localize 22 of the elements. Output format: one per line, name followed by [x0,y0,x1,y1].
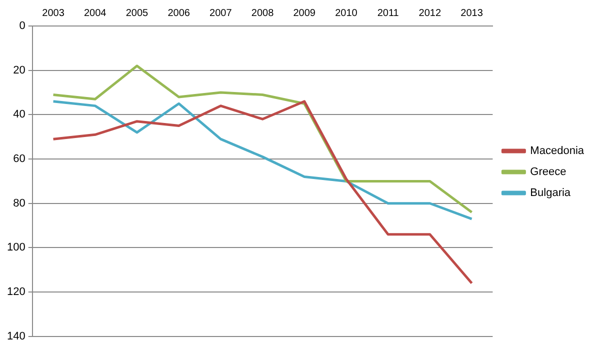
x-tick-label: 2008 [251,8,274,19]
x-tick-label: 2009 [293,8,316,19]
y-tick-label: 100 [6,242,26,254]
y-tick-label: 140 [6,330,26,342]
x-tick-label: 2013 [460,8,484,19]
y-tick-label: 120 [6,286,26,298]
y-tick-label: 0 [19,20,26,32]
x-tick-label: 2010 [335,8,358,19]
x-tick-label: 2007 [210,8,232,19]
x-tick-label: 2005 [126,8,149,19]
legend-label: Macedonia [530,145,585,158]
x-tick-label: 2012 [418,8,442,19]
x-tick-label: 2004 [84,8,107,19]
legend-label: Greece [530,166,566,178]
legend-label: Bulgaria [530,187,572,200]
y-tick-label: 60 [13,153,26,166]
y-tick-label: 40 [13,108,26,121]
x-tick-label: 2011 [377,8,400,19]
x-tick-label: 2006 [168,8,190,19]
y-tick-label: 20 [13,64,26,76]
x-tick-label: 2003 [42,8,65,19]
y-tick-label: 80 [13,197,26,210]
